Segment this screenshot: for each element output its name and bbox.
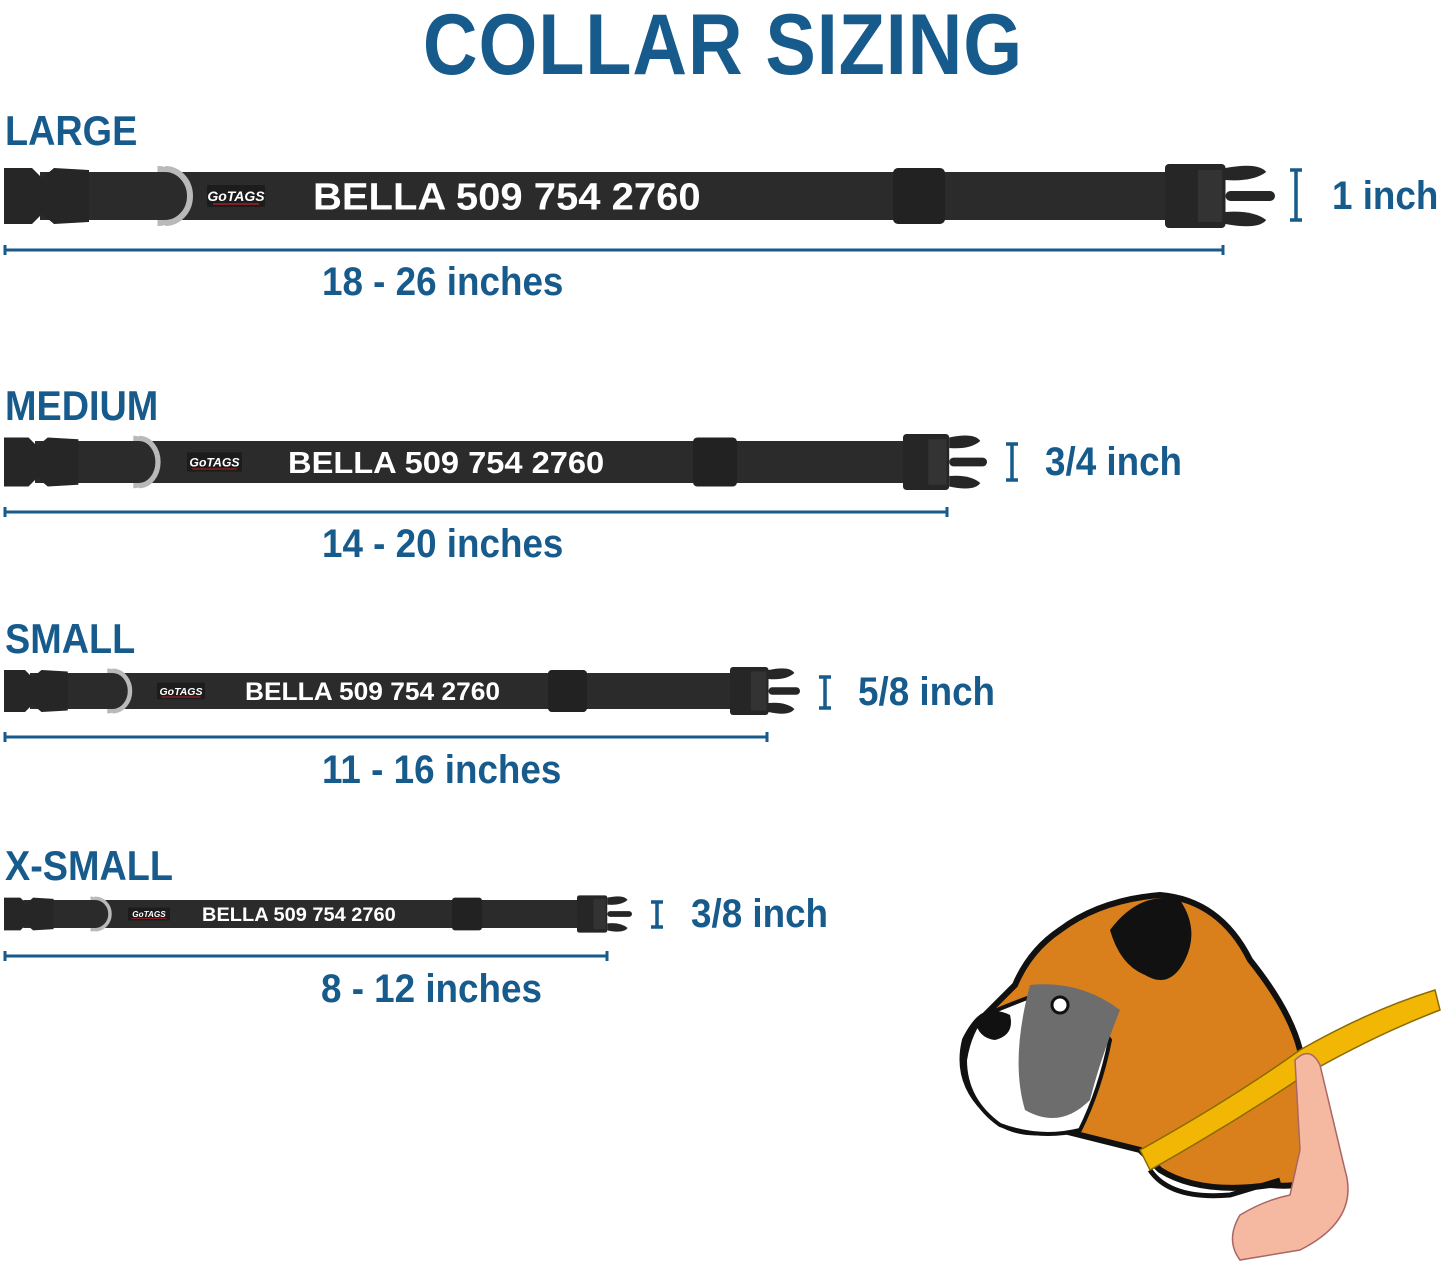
hand-finger xyxy=(1231,1052,1349,1261)
buckle-prong-bottom xyxy=(607,923,628,932)
side-release-buckle-female xyxy=(4,670,68,712)
collar-small: GoTAGS BELLA 509 754 2760 xyxy=(4,667,800,715)
size-heading-medium: MEDIUM xyxy=(5,382,159,429)
buckle-window xyxy=(751,671,767,711)
size-heading-small: SMALL xyxy=(5,615,136,662)
dog-eye xyxy=(1050,995,1070,1015)
buckle-prong-top xyxy=(949,435,981,449)
collar-name-text: BELLA 509 754 2760 xyxy=(202,905,396,926)
boxer-dog-neck-measuring-icon xyxy=(959,891,1441,1261)
width-label-small: 5/8 inch xyxy=(858,670,996,714)
dog-mask xyxy=(1018,984,1120,1118)
dog-nose xyxy=(975,1011,1011,1040)
gotags-logo-box xyxy=(128,907,170,921)
buckle-prong-top xyxy=(768,668,795,680)
slide-adjuster xyxy=(548,670,587,712)
collar-x-small: GoTAGS BELLA 509 754 2760 xyxy=(4,895,632,933)
width-marker-icon-small xyxy=(819,675,831,710)
gotags-logo-box xyxy=(157,682,205,700)
width-label-x-small: 3/8 inch xyxy=(691,892,829,936)
buckle-prong-top xyxy=(607,896,628,905)
slide-adjuster xyxy=(693,437,737,487)
buckle-window xyxy=(593,898,606,930)
gotags-logo-text: GoTAGS xyxy=(207,188,265,204)
buckle-prong-top xyxy=(1225,165,1267,181)
buckle-prong-bottom xyxy=(768,702,795,714)
collar-medium: GoTAGS BELLA 509 754 2760 xyxy=(4,434,987,490)
side-release-buckle-female xyxy=(4,168,89,224)
buckle-prong-center xyxy=(949,457,987,467)
d-ring-front xyxy=(94,896,112,932)
d-ring-front xyxy=(138,435,161,489)
width-marker-icon-large xyxy=(1290,168,1302,222)
size-heading-x-small: X-SMALL xyxy=(5,842,173,889)
range-label-small: 11 - 16 inches xyxy=(322,748,562,792)
range-label-medium: 14 - 20 inches xyxy=(322,522,564,566)
d-ring-front xyxy=(164,166,193,226)
width-marker-icon-medium xyxy=(1006,442,1018,482)
buckle-prong-bottom xyxy=(949,475,981,489)
gotags-logo-text: GoTAGS xyxy=(160,686,203,698)
dog-ear xyxy=(1110,898,1192,980)
d-ring-front xyxy=(112,668,133,714)
gotags-logo-box xyxy=(187,452,242,472)
collar-name-text: BELLA 509 754 2760 xyxy=(245,678,500,706)
collar-large: GoTAGS BELLA 509 754 2760 xyxy=(4,164,1275,228)
buckle-window xyxy=(1198,170,1223,222)
width-label-large: 1 inch xyxy=(1332,174,1439,218)
buckle-prong-center xyxy=(768,687,800,695)
collar-strap xyxy=(35,441,903,483)
collar-strap xyxy=(23,900,578,928)
side-release-buckle-female xyxy=(4,897,54,931)
collar-name-text: BELLA 509 754 2760 xyxy=(313,177,701,219)
range-label-x-small: 8 - 12 inches xyxy=(321,967,542,1011)
side-release-buckle-female xyxy=(4,437,79,487)
slide-adjuster xyxy=(452,897,482,931)
slide-adjuster xyxy=(893,168,945,224)
dog-chest xyxy=(1147,1168,1281,1199)
buckle-prong-bottom xyxy=(1225,211,1267,227)
size-heading-large: LARGE xyxy=(5,107,138,154)
width-label-medium: 3/4 inch xyxy=(1045,440,1183,484)
collar-name-text: BELLA 509 754 2760 xyxy=(288,445,604,480)
gotags-logo-text: GoTAGS xyxy=(132,910,166,919)
buckle-prong-center xyxy=(1225,191,1275,201)
collar-strap xyxy=(30,673,730,709)
buckle-window xyxy=(928,439,947,485)
buckle-prong-center xyxy=(607,911,632,917)
page-title: COLLAR SIZING xyxy=(422,0,1023,93)
range-label-large: 18 - 26 inches xyxy=(322,260,564,304)
measuring-tape xyxy=(1139,989,1441,1172)
width-marker-icon-x-small xyxy=(651,900,663,929)
gotags-logo-box xyxy=(207,185,265,207)
gotags-logo-text: GoTAGS xyxy=(189,455,240,469)
